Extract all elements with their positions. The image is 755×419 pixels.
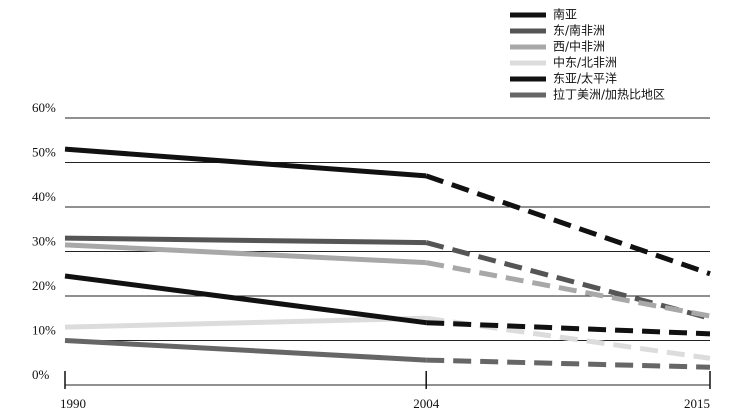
x-tick-label: 2015 — [684, 396, 710, 411]
series-line — [426, 320, 711, 337]
x-tick-label: 2004 — [413, 396, 440, 411]
legend-label: 南亚 — [553, 7, 577, 22]
series-line — [64, 242, 427, 266]
legend-label: 西/中非洲 — [553, 39, 605, 54]
legend-label: 东/南非洲 — [553, 23, 605, 38]
series-line — [64, 235, 427, 246]
legend-label: 中东/北非洲 — [553, 55, 617, 70]
y-tick-label: 60% — [32, 100, 56, 115]
series-line — [425, 173, 711, 277]
y-tick-label: 10% — [32, 322, 56, 337]
series-line — [425, 240, 711, 321]
series-line — [64, 146, 427, 179]
series-line — [64, 315, 427, 330]
series-line — [64, 338, 427, 363]
legend-label: 拉丁美洲/加热比地区 — [553, 87, 665, 102]
y-tick-label: 0% — [32, 367, 50, 382]
legend-label: 东亚/太平洋 — [553, 71, 617, 86]
y-tick-label: 30% — [32, 233, 56, 248]
series-line — [425, 315, 711, 361]
y-tick-label: 40% — [32, 189, 56, 204]
series-line — [64, 273, 427, 326]
x-tick-label: 1990 — [60, 396, 86, 411]
series-line — [425, 260, 711, 319]
series-line — [426, 357, 711, 370]
y-tick-label: 20% — [32, 278, 56, 293]
y-tick-label: 50% — [32, 144, 56, 159]
